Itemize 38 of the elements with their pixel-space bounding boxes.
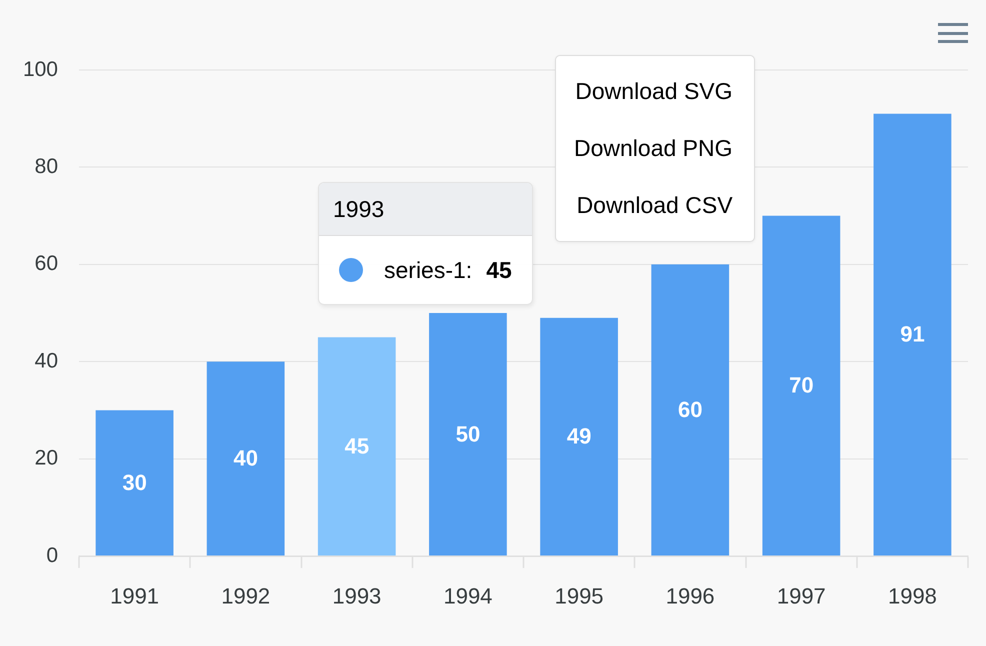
- bar: [874, 114, 952, 556]
- data-label: 30: [122, 470, 147, 495]
- y-tick-label: 0: [46, 544, 58, 567]
- bar: [540, 318, 618, 556]
- y-tick-label: 60: [34, 252, 58, 276]
- x-tick-label: 1992: [221, 583, 270, 608]
- data-label: 50: [456, 421, 480, 446]
- bar: [206, 362, 285, 556]
- x-tick-label: 1991: [110, 583, 160, 608]
- tooltip: 1993 series-1: 45: [318, 182, 533, 305]
- x-tick-label: 1997: [776, 583, 826, 608]
- annotation: 1993: [319, 183, 532, 236]
- data-label: 70: [789, 372, 814, 398]
- x-tick-label: 1994: [443, 583, 492, 608]
- y-tick-label: 100: [22, 58, 58, 81]
- bar: [318, 337, 396, 556]
- dropdown-menu: Download SVG Download PNG Download CSV: [555, 55, 755, 242]
- data-label: 91: [900, 322, 925, 347]
- x-tick-label: 1995: [554, 583, 604, 608]
- data-label: 60: [678, 397, 702, 422]
- legend-label: series-1:: [384, 256, 472, 284]
- y-tick-label: 80: [34, 154, 58, 178]
- data-label: 40: [233, 446, 258, 471]
- bar: [96, 410, 174, 556]
- x-tick-label: 1998: [888, 583, 937, 608]
- y-tick-label: 40: [34, 349, 58, 372]
- bar: [429, 313, 507, 556]
- annotation: Download PNG: [573, 134, 734, 163]
- bar: [762, 216, 840, 556]
- annotation: 45: [486, 256, 512, 284]
- x-tick-label: 1996: [666, 583, 715, 608]
- data-label: 49: [566, 424, 592, 449]
- y-tick-label: 20: [34, 446, 58, 470]
- x-tick-label: 1993: [332, 583, 382, 608]
- data-label: 45: [344, 433, 370, 458]
- annotation: Download CSV: [576, 191, 734, 220]
- annotation: Download SVG: [574, 77, 734, 106]
- bar: [651, 264, 730, 556]
